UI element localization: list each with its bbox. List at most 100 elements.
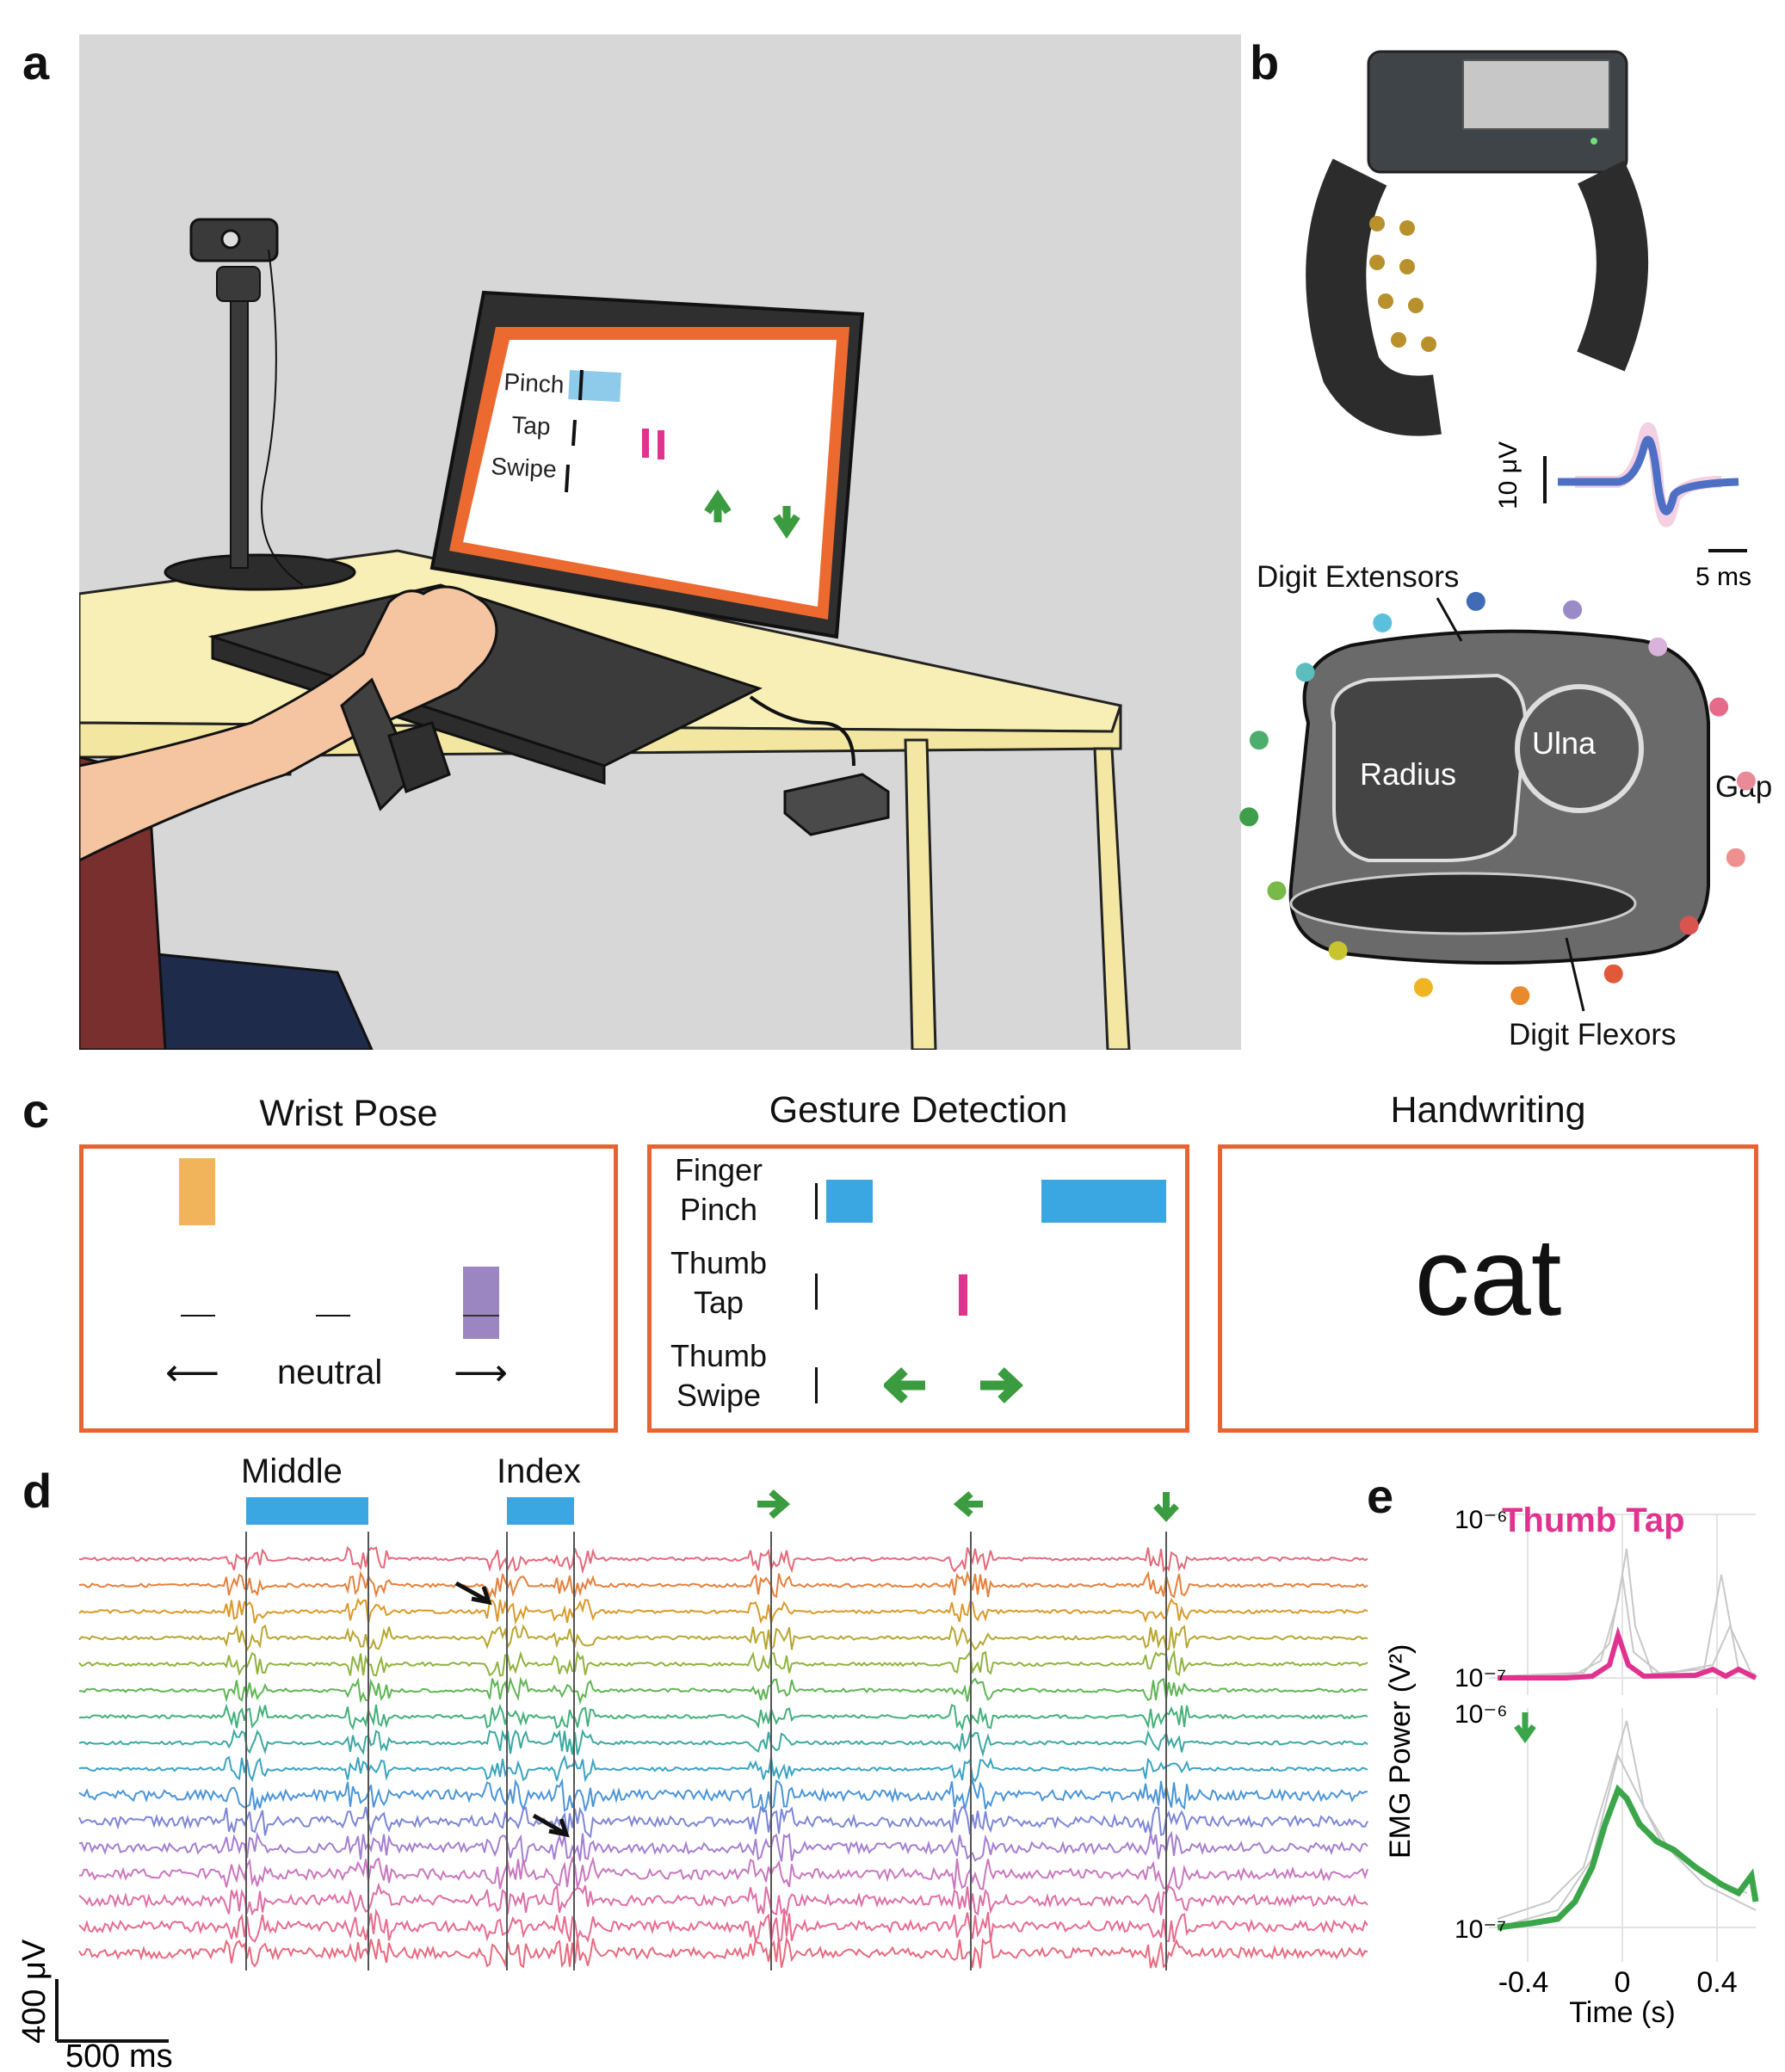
- panel-letter-c: c: [22, 1083, 50, 1138]
- electrode-dot: [1249, 731, 1269, 750]
- setup-illustration: Pinch Tap Swipe: [77, 34, 1241, 1051]
- right-arrow-icon: ⟶: [454, 1352, 509, 1394]
- emg-channel-trace: [78, 1545, 1368, 1575]
- pinch-label-line2: Pinch: [679, 1192, 758, 1227]
- panel-b-graphics: 10 μV 5 ms Radius Ulna Digit Extensors G…: [1239, 50, 1772, 1051]
- electrode-dot: [1267, 881, 1287, 901]
- emg-channel-trace: [78, 1728, 1368, 1758]
- e-xtick-3: 0.4: [1696, 1966, 1737, 1999]
- gesture-detection-box: Finger Pinch Thumb Tap Thumb Swipe: [647, 1144, 1189, 1433]
- pose-baseline-1: [181, 1315, 215, 1317]
- e-ytick-top-2: 10⁻⁶: [1455, 1700, 1508, 1729]
- emg-channel-trace: [78, 1804, 1368, 1839]
- panel-b: 10 μV 5 ms Radius Ulna Digit Extensors G…: [1239, 34, 1785, 1076]
- e-title: Thumb Tap: [1502, 1502, 1685, 1539]
- electrode-dots: [1239, 591, 1756, 1006]
- swipe-right-arrow-icon: [980, 1367, 1024, 1403]
- panel-letter-d: d: [22, 1464, 52, 1518]
- tap-label-line2: Tap: [693, 1285, 744, 1320]
- panel-a-illustration: Pinch Tap Swipe: [77, 34, 1241, 1051]
- panel-letter-e: e: [1367, 1469, 1394, 1523]
- emg-channel-trace: [78, 1624, 1368, 1652]
- emg-channel-trace: [78, 1908, 1368, 1943]
- e-ylabel: EMG Power (V²): [1384, 1644, 1417, 1859]
- e-ytick-bottom-1: 10⁻⁷: [1455, 1664, 1506, 1693]
- label-digit-flexors: Digit Flexors: [1509, 1018, 1676, 1051]
- handwriting-text: cat: [1414, 1216, 1562, 1339]
- electrode-dot: [1328, 940, 1348, 960]
- e-bottom-mean-line: [1497, 1784, 1759, 1931]
- muap-waveform: [1558, 422, 1739, 527]
- event-markers: [245, 1532, 1167, 1970]
- e-xtick-1: -0.4: [1498, 1966, 1549, 1999]
- emg-traces: 400 μV 500 ms: [16, 1489, 1368, 2072]
- electrode-dot: [1726, 848, 1745, 867]
- electrode-dot: [1413, 977, 1433, 997]
- emg-channel-trace: [79, 1676, 1368, 1705]
- swipe-left-arrow-icon: [884, 1367, 925, 1403]
- wrist-pose-title: Wrist Pose: [259, 1093, 438, 1134]
- electrode-dot: [1563, 600, 1583, 620]
- e-xtick-2: 0: [1615, 1966, 1631, 1999]
- panel-e-plot: 10⁻⁶ 10⁻⁷ 10⁻⁶ 10⁻⁷ Thumb Tap EMG Power …: [1384, 1502, 1759, 2029]
- neutral-label: neutral: [277, 1354, 383, 1391]
- swipe-right-arrow-d-icon: [757, 1489, 791, 1520]
- pinch-bar-1: [826, 1180, 873, 1223]
- electrode-dot: [1373, 613, 1393, 632]
- pose-bar-right: [463, 1267, 499, 1339]
- label-middle: Middle: [241, 1452, 343, 1490]
- annotation-arrow-2-icon: [532, 1813, 570, 1838]
- wrist-pose-box: ⟵ neutral ⟶: [79, 1144, 618, 1433]
- left-arrow-icon: ⟵: [165, 1352, 220, 1394]
- emg-channel-trace: [78, 1855, 1368, 1890]
- label-digit-extensors: Digit Extensors: [1257, 560, 1459, 594]
- electrode-dot: [1603, 964, 1623, 984]
- handwriting-box: cat: [1218, 1144, 1758, 1433]
- emg-channel-trace: [78, 1754, 1368, 1783]
- gesture-row-swipe-label: Thumb Swipe: [667, 1336, 770, 1415]
- swipe-down-arrow-d-icon: [1153, 1492, 1179, 1522]
- handwriting-title: Handwriting: [1390, 1089, 1586, 1131]
- pose-bar-left: [179, 1158, 215, 1225]
- tap-mark: [959, 1274, 967, 1316]
- electrode-dot: [1295, 663, 1315, 682]
- swipe-left-arrow-d-icon: [953, 1490, 983, 1518]
- emg-channel-trace: [78, 1649, 1368, 1677]
- e-top-mean-line: [1498, 1625, 1757, 1680]
- e-ytick-bottom-2: 10⁻⁷: [1455, 1915, 1506, 1944]
- emg-channel-trace: [78, 1597, 1368, 1625]
- pinch-bar-2: [1041, 1180, 1166, 1223]
- emg-channel-trace: [78, 1777, 1368, 1814]
- pinch-label-line1: Finger: [674, 1152, 763, 1187]
- swipe-arrows: [884, 1367, 1024, 1403]
- swipe-label-line2: Swipe: [676, 1378, 762, 1413]
- pinch-baseline: [815, 1183, 818, 1219]
- label-radius: Radius: [1360, 756, 1456, 792]
- tap-baseline: [815, 1273, 818, 1310]
- annotation-arrow-1-icon: [454, 1581, 492, 1606]
- screen-label-tap: Tap: [511, 411, 552, 440]
- swipe-baseline: [815, 1367, 818, 1403]
- screen-label-swipe: Swipe: [491, 453, 558, 483]
- electrode-dot: [1709, 697, 1729, 717]
- electrode-dot: [1466, 591, 1485, 611]
- electrode-dot: [1736, 771, 1756, 791]
- electrode-dot: [1510, 986, 1530, 1006]
- emg-channel-trace: [78, 1569, 1368, 1600]
- pose-baseline-2: [316, 1315, 350, 1317]
- gesture-row-pinch-label: Finger Pinch: [667, 1150, 770, 1230]
- gesture-detection-title: Gesture Detection: [769, 1089, 1068, 1131]
- e-xlabel: Time (s): [1569, 1996, 1675, 2029]
- electrode-dot: [1679, 916, 1699, 935]
- panel-letter-a: a: [22, 35, 50, 89]
- label-ulna: Ulna: [1532, 725, 1597, 761]
- index-bar: [507, 1497, 574, 1525]
- d-scale-voltage: 400 μV: [16, 1939, 52, 2044]
- label-index: Index: [497, 1452, 581, 1490]
- d-scale-time: 500 ms: [65, 2038, 173, 2072]
- electrode-dot: [1239, 807, 1259, 827]
- trace-group: [78, 1545, 1368, 1969]
- emg-channel-trace: [78, 1830, 1368, 1865]
- swipe-label-line1: Thumb: [670, 1338, 768, 1373]
- pose-baseline-3: [463, 1315, 499, 1317]
